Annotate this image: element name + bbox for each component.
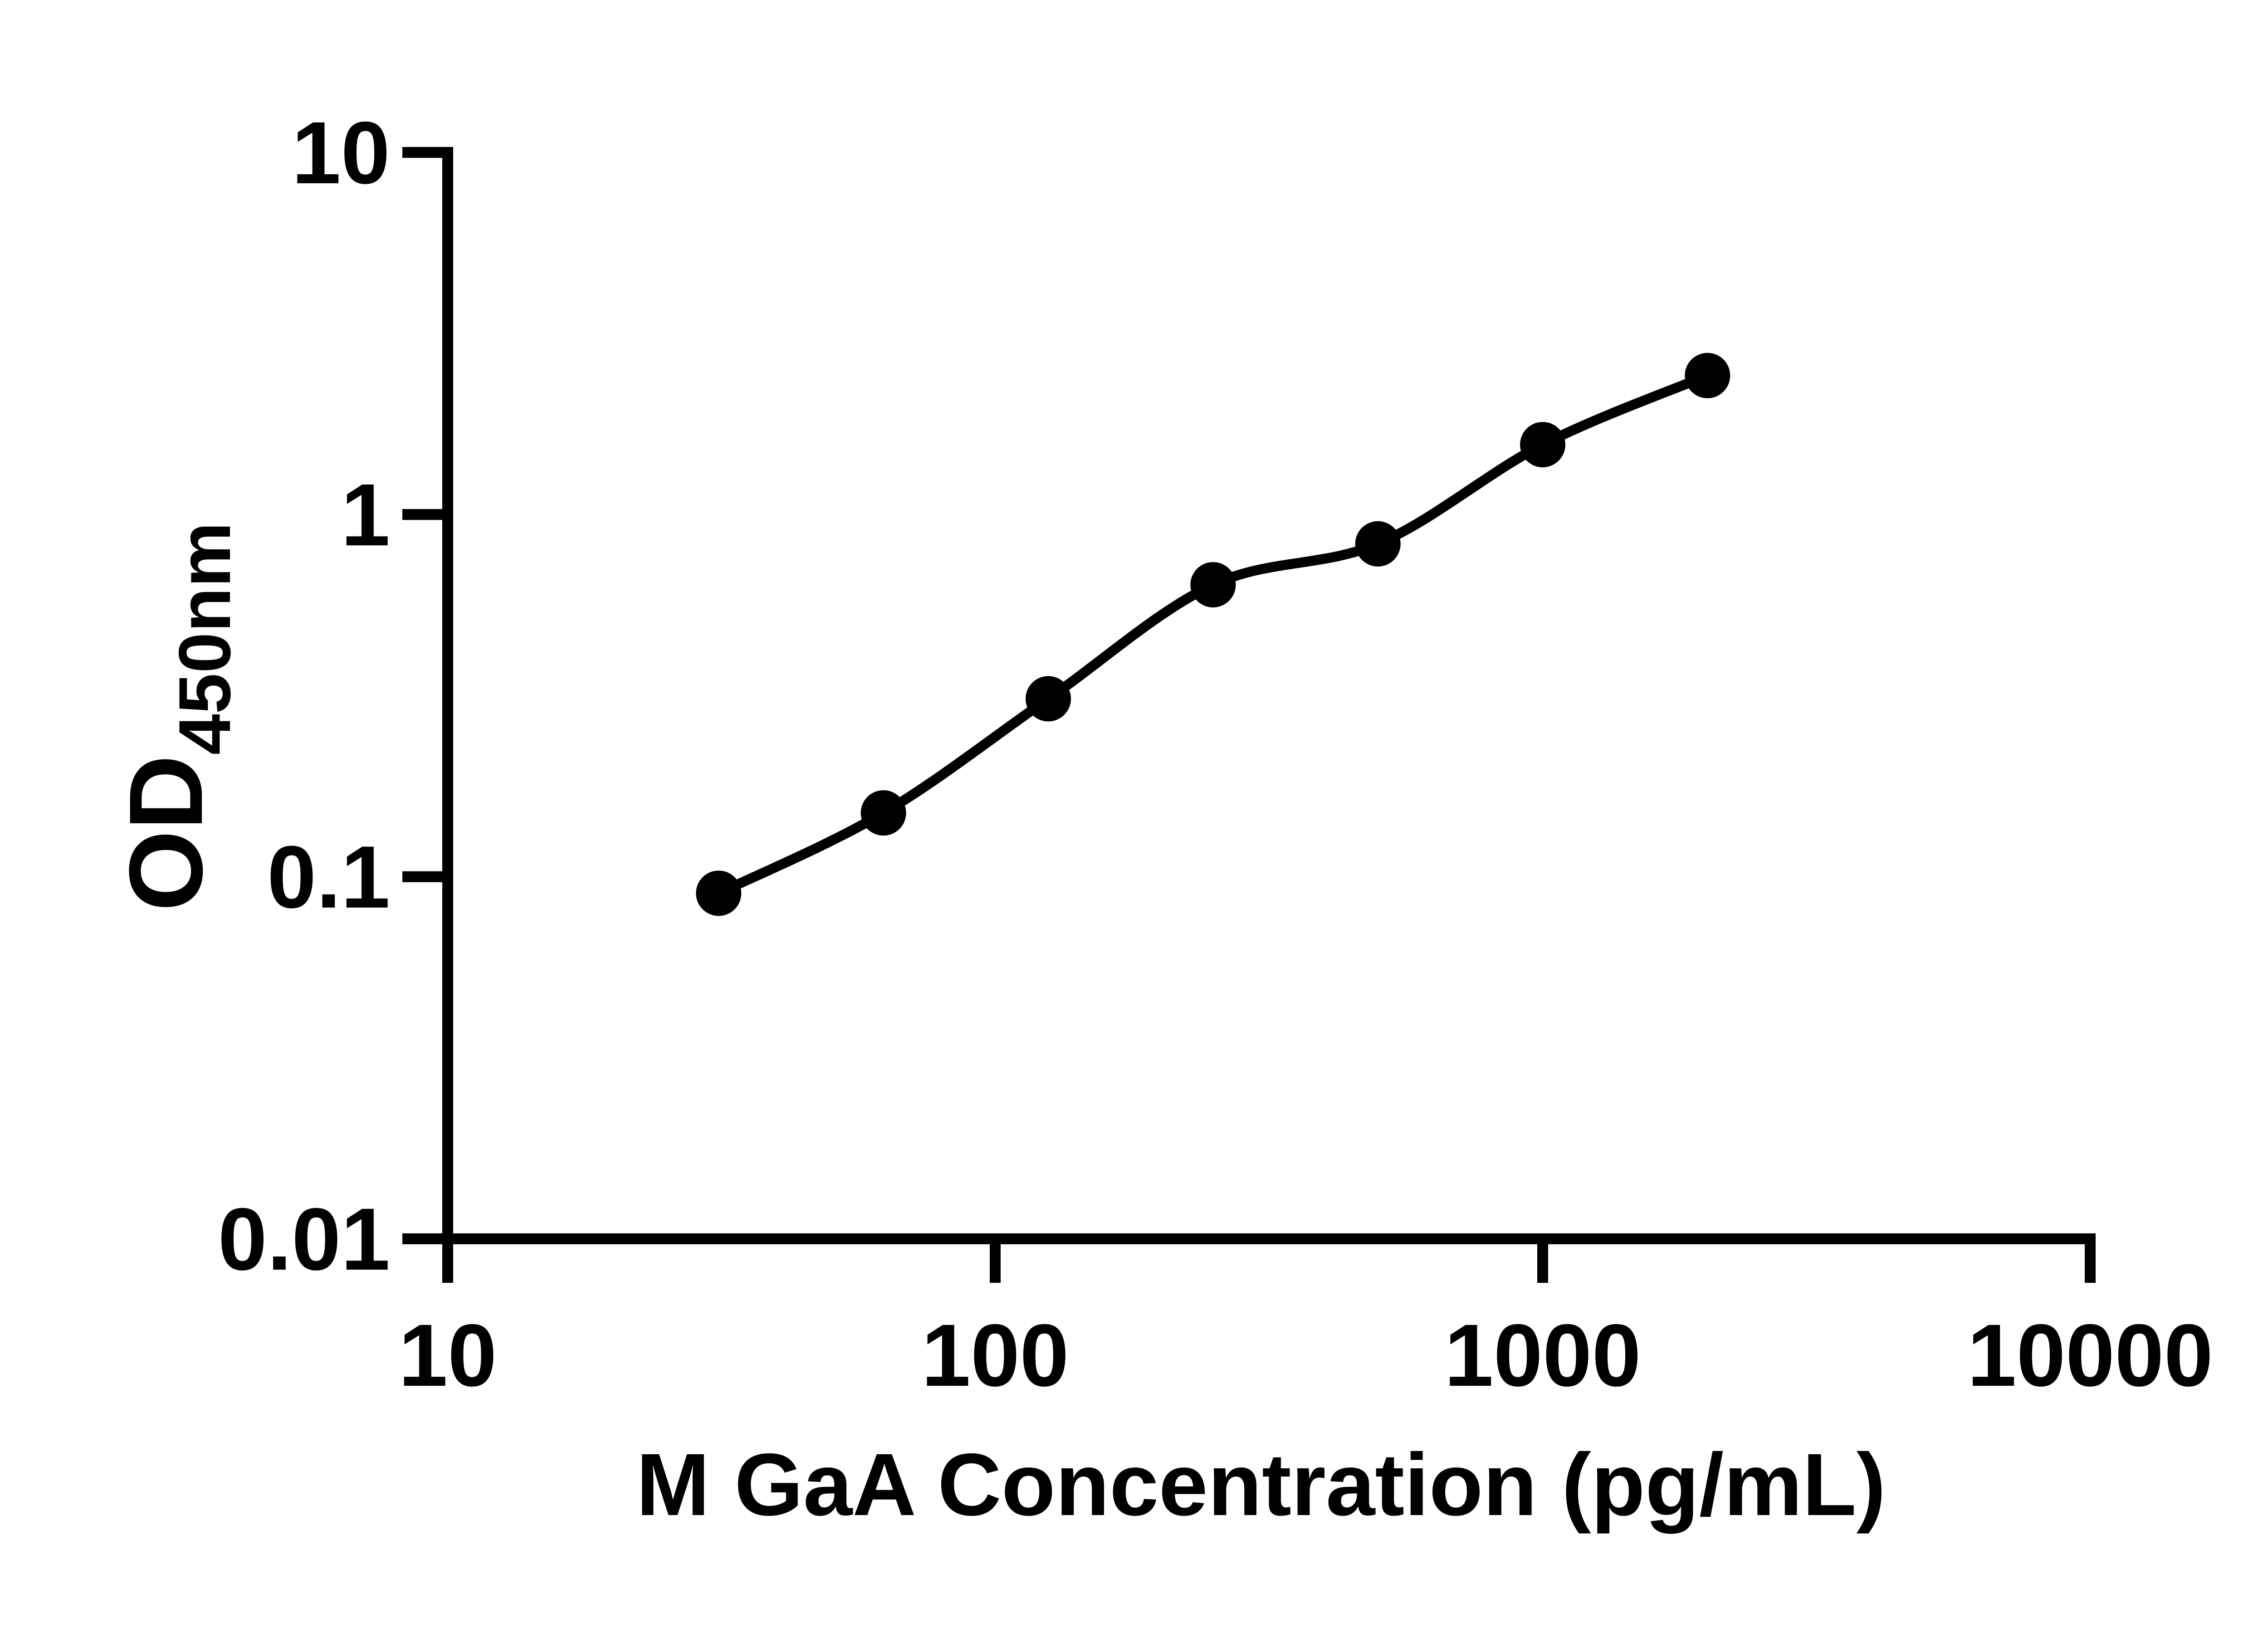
data-point xyxy=(1685,352,1730,398)
x-tick-label: 10 xyxy=(399,1306,497,1405)
x-axis-title: M GaA Concentration (pg/mL) xyxy=(636,1435,1886,1534)
plot-root: 10 100 1000 10000 0.01 0.1 1 10 M GaA Concentrat… xyxy=(108,103,2213,1534)
data-point xyxy=(1026,676,1071,722)
y-tick-label: 0.1 xyxy=(267,828,390,927)
x-tick-label: 10000 xyxy=(1967,1306,2213,1405)
data-point xyxy=(860,790,906,836)
data-point xyxy=(1355,521,1401,567)
x-tick-label: 1000 xyxy=(1444,1306,1641,1405)
y-tick-label: 1 xyxy=(341,465,390,564)
y-axis-title-main: OD xyxy=(108,755,224,911)
data-point xyxy=(1190,562,1236,608)
y-axis-title-subscript: 450nm xyxy=(164,522,246,755)
data-point xyxy=(696,870,742,916)
data-point xyxy=(1520,422,1565,468)
y-axis-title: OD450nm xyxy=(108,522,246,911)
y-tick-label: 10 xyxy=(292,103,390,202)
y-tick-label: 0.01 xyxy=(218,1190,390,1289)
x-tick-label: 100 xyxy=(921,1306,1069,1405)
